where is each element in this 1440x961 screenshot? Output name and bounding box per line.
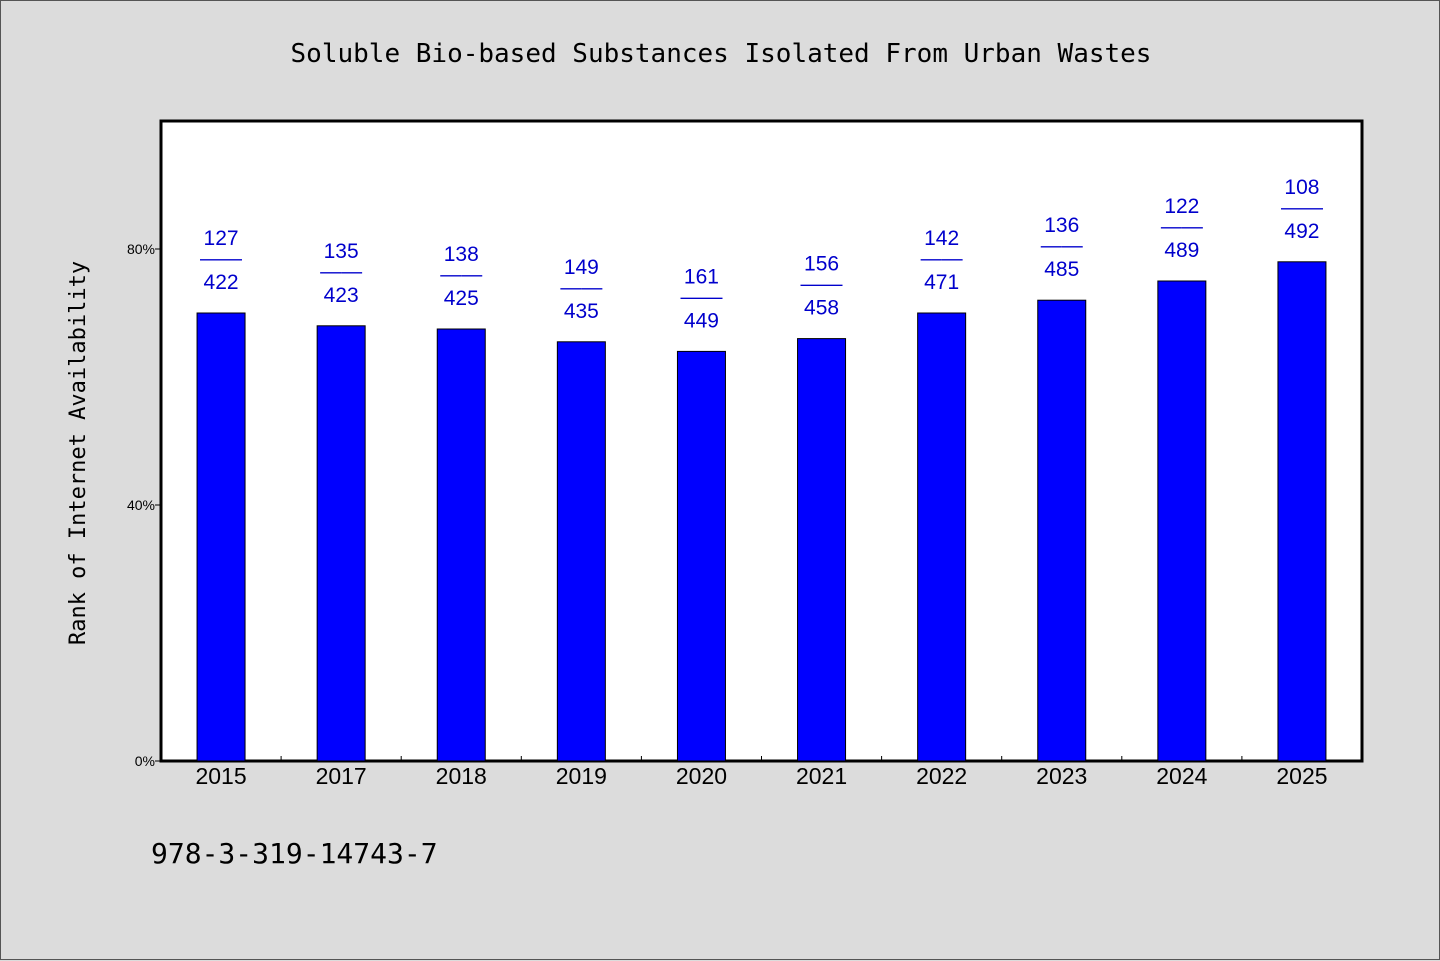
bar-2018 (436, 328, 486, 762)
x-tick-label-2022: 2022 (916, 763, 967, 789)
x-tick-label-2018: 2018 (436, 763, 487, 789)
footer-isbn: 978-3-319-14743-7 (151, 837, 438, 870)
bar-2022 (917, 312, 967, 762)
data-label-top-2023: 136 (1044, 214, 1079, 237)
bar-2017 (316, 325, 366, 762)
y-tick-label: 80% (127, 241, 155, 257)
y-axis-label: Rank of Internet Availability (66, 261, 91, 645)
data-label-sep-2022: —— (921, 247, 963, 270)
data-label-sep-2017: —— (320, 260, 362, 283)
data-label-sep-2024: —— (1161, 215, 1203, 238)
data-label-bottom-2015: 422 (204, 271, 239, 294)
data-label-sep-2019: —— (560, 276, 602, 299)
data-label-bottom-2022: 471 (924, 271, 959, 294)
data-label-sep-2023: —— (1041, 234, 1083, 257)
x-tick-label-2017: 2017 (316, 763, 367, 789)
data-label-bottom-2025: 492 (1284, 220, 1319, 243)
data-labels: 127——422135——423138——425149——435161——449… (200, 176, 1323, 333)
bar-2024 (1157, 280, 1207, 762)
data-label-bottom-2024: 489 (1164, 239, 1199, 262)
y-axis-ticks: 0% 40% 80% (127, 241, 161, 769)
bar-2015 (196, 312, 246, 762)
data-label-sep-2018: —— (440, 263, 482, 286)
x-tick-label-2024: 2024 (1156, 763, 1207, 789)
data-label-top-2019: 149 (564, 256, 599, 279)
x-tick-label-2019: 2019 (556, 763, 607, 789)
bar-2019 (556, 341, 606, 762)
x-tick-label-2025: 2025 (1276, 763, 1327, 789)
y-tick-label: 40% (127, 497, 155, 513)
data-label-bottom-2023: 485 (1044, 258, 1079, 281)
bar-2023 (1037, 299, 1087, 762)
data-label-bottom-2021: 458 (804, 297, 839, 320)
data-label-sep-2021: —— (801, 273, 843, 296)
x-axis-ticks: 2015 2017 2018 2019 2020 2021 2022 2023 2024 2025 (195, 756, 1328, 789)
data-label-top-2020: 161 (684, 265, 719, 288)
x-tick-label-2021: 2021 (796, 763, 847, 789)
data-label-top-2015: 127 (204, 227, 239, 250)
data-label-bottom-2019: 435 (564, 300, 599, 323)
data-label-top-2021: 156 (804, 253, 839, 276)
chart-title: Soluble Bio-based Substances Isolated Fr… (291, 39, 1152, 69)
x-tick-label-2023: 2023 (1036, 763, 1087, 789)
x-tick-label-2020: 2020 (676, 763, 727, 789)
bar-2021 (797, 338, 847, 762)
data-label-sep-2020: —— (680, 285, 722, 308)
bar-2025 (1277, 261, 1327, 762)
data-label-top-2024: 122 (1164, 195, 1199, 218)
y-tick-label: 0% (135, 753, 155, 769)
data-label-bottom-2017: 423 (324, 284, 359, 307)
data-label-top-2017: 135 (324, 240, 359, 263)
data-label-top-2025: 108 (1284, 176, 1319, 199)
data-label-bottom-2018: 425 (444, 287, 479, 310)
data-label-sep-2015: —— (200, 247, 242, 270)
data-label-top-2018: 138 (444, 243, 479, 266)
data-label-sep-2025: —— (1281, 196, 1323, 219)
data-label-top-2022: 142 (924, 227, 959, 250)
bar-2020 (676, 350, 726, 762)
x-tick-label-2015: 2015 (195, 763, 246, 789)
bars (196, 261, 1327, 762)
data-label-bottom-2020: 449 (684, 309, 719, 332)
